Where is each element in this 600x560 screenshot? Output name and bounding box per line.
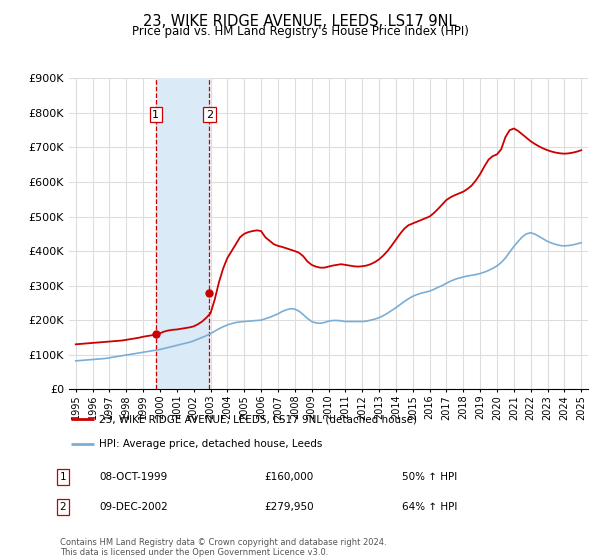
Text: 23, WIKE RIDGE AVENUE, LEEDS, LS17 9NL (detached house): 23, WIKE RIDGE AVENUE, LEEDS, LS17 9NL (…: [100, 414, 418, 424]
Text: Contains HM Land Registry data © Crown copyright and database right 2024.
This d: Contains HM Land Registry data © Crown c…: [60, 538, 386, 557]
Text: 09-DEC-2002: 09-DEC-2002: [99, 502, 168, 512]
Text: 1: 1: [59, 472, 67, 482]
Text: 2: 2: [206, 110, 213, 120]
Text: £279,950: £279,950: [264, 502, 314, 512]
Text: Price paid vs. HM Land Registry's House Price Index (HPI): Price paid vs. HM Land Registry's House …: [131, 25, 469, 38]
Text: 64% ↑ HPI: 64% ↑ HPI: [402, 502, 457, 512]
Text: 08-OCT-1999: 08-OCT-1999: [99, 472, 167, 482]
Bar: [156, 78, 209, 389]
Text: HPI: Average price, detached house, Leeds: HPI: Average price, detached house, Leed…: [100, 438, 323, 449]
Text: 1: 1: [152, 110, 159, 120]
Text: £160,000: £160,000: [264, 472, 313, 482]
Text: 2: 2: [59, 502, 67, 512]
Text: 50% ↑ HPI: 50% ↑ HPI: [402, 472, 457, 482]
Text: 23, WIKE RIDGE AVENUE, LEEDS, LS17 9NL: 23, WIKE RIDGE AVENUE, LEEDS, LS17 9NL: [143, 14, 457, 29]
